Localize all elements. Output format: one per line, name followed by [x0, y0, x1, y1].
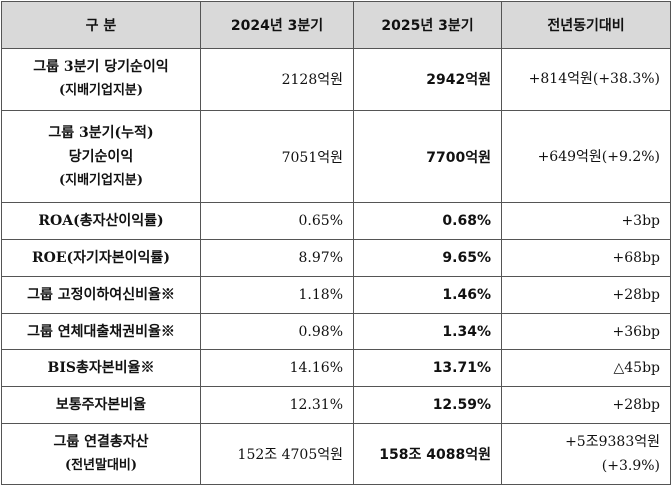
value-2024: 14.16% [200, 349, 354, 388]
value-2025: 13.71% [353, 349, 502, 388]
value-2024: 2128억원 [200, 48, 354, 111]
row-label: 보통주자본비율 [1, 386, 201, 425]
value-2025: 2942억원 [353, 48, 502, 111]
yoy-change: △45bp [501, 349, 671, 388]
yoy-change: +5조9383억원 (+3.9%) [501, 423, 671, 485]
value-2024: 0.65% [200, 202, 354, 241]
value-2025: 158조 4088억원 [353, 423, 502, 485]
yoy-change: +36bp [501, 312, 671, 351]
row-label: 그룹 연체대출채권비율※ [1, 312, 201, 351]
yoy-change: +3bp [501, 202, 671, 241]
header-yoy: 전년동기대비 [501, 1, 671, 49]
table-row: BIS총자본비율※ 14.16% 13.71% △45bp [1, 349, 671, 388]
row-label: 그룹 3분기 당기순이익 (지배기업지분) [1, 48, 201, 111]
row-label: BIS총자본비율※ [1, 349, 201, 388]
table-row: ROE(자기자본이익률) 8.97% 9.65% +68bp [1, 239, 671, 277]
value-2024: 0.98% [200, 312, 354, 351]
yoy-change: +814억원(+38.3%) [501, 48, 671, 111]
row-label: 그룹 3분기(누적) 당기순이익 (지배기업지분) [1, 109, 201, 204]
header-row: 구 분 2024년 3분기 2025년 3분기 전년동기대비 [1, 1, 671, 49]
yoy-change: +28bp [501, 386, 671, 425]
value-2024: 7051억원 [200, 109, 354, 204]
value-2025: 1.46% [353, 275, 502, 314]
row-label: 그룹 고정이하여신비율※ [1, 275, 201, 314]
table-row: 그룹 고정이하여신비율※ 1.18% 1.46% +28bp [1, 275, 671, 314]
value-2025: 7700억원 [353, 109, 502, 204]
row-label: ROE(자기자본이익률) [1, 239, 201, 277]
yoy-change: +649억원(+9.2%) [501, 109, 671, 204]
yoy-change: +68bp [501, 239, 671, 277]
row-label: ROA(총자산이익률) [1, 202, 201, 241]
value-2024: 12.31% [200, 386, 354, 425]
header-2024q3: 2024년 3분기 [200, 1, 354, 49]
row-label: 그룹 연결총자산 (전년말대비) [1, 423, 201, 485]
table-row: 그룹 연결총자산 (전년말대비) 152조 4705억원 158조 4088억원 … [1, 423, 671, 485]
table-row: 보통주자본비율 12.31% 12.59% +28bp [1, 386, 671, 425]
header-2025q3: 2025년 3분기 [353, 1, 502, 49]
value-2025: 0.68% [353, 202, 502, 241]
value-2025: 1.34% [353, 312, 502, 351]
table-row: ROA(총자산이익률) 0.65% 0.68% +3bp [1, 202, 671, 241]
value-2024: 1.18% [200, 275, 354, 314]
table-row: 그룹 3분기(누적) 당기순이익 (지배기업지분) 7051억원 7700억원 +6… [1, 109, 671, 204]
header-category: 구 분 [1, 1, 201, 49]
value-2025: 9.65% [353, 239, 502, 277]
table-row: 그룹 연체대출채권비율※ 0.98% 1.34% +36bp [1, 312, 671, 351]
yoy-change: +28bp [501, 275, 671, 314]
table-row: 그룹 3분기 당기순이익 (지배기업지분) 2128억원 2942억원 +814억… [1, 48, 671, 111]
value-2024: 8.97% [200, 239, 354, 277]
value-2024: 152조 4705억원 [200, 423, 354, 485]
value-2025: 12.59% [353, 386, 502, 425]
